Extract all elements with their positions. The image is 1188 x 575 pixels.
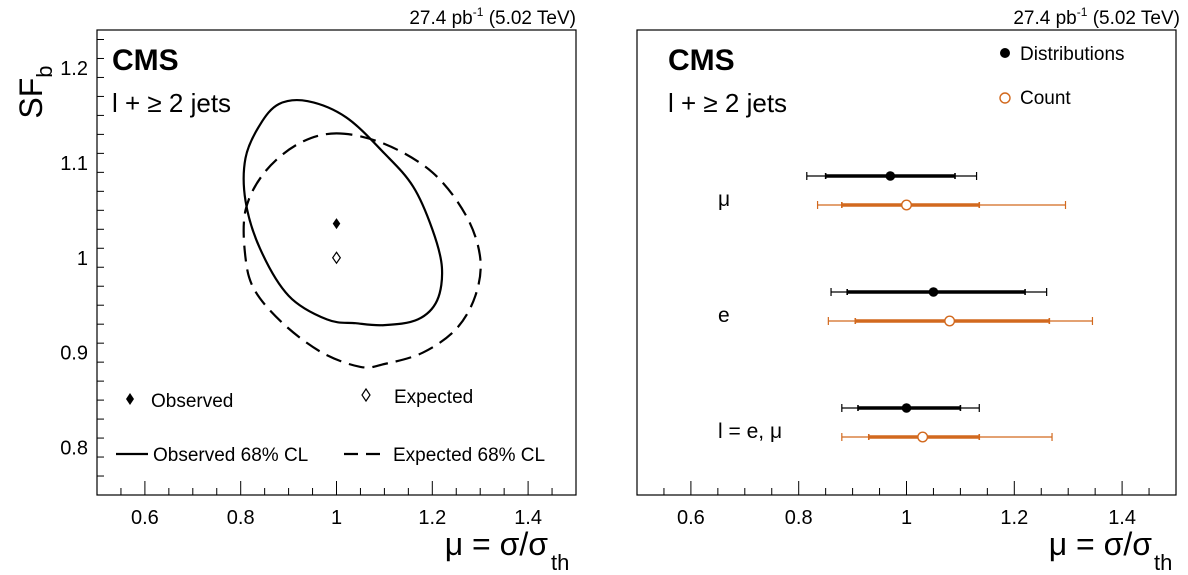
y-tick-label: 1 <box>77 248 88 270</box>
legend-expected-label: Expected <box>394 387 473 408</box>
y-tick-label: 0.9 <box>60 343 88 365</box>
right-error-bars <box>806 171 1094 443</box>
left-points <box>331 218 342 265</box>
left-y-axis-label: SFb <box>13 65 57 118</box>
distributions-point <box>901 403 912 413</box>
legend-observed-cl-label: Observed 68% CL <box>153 445 308 466</box>
x-tick-label: 0.6 <box>677 507 705 529</box>
right-x-axis-ticks: 0.6 0.8 1 1.2 1.4 <box>636 481 1177 529</box>
right-x-axis-label-sub: th <box>1154 550 1172 575</box>
legend-distributions-marker <box>1000 48 1010 58</box>
left-x-axis-ticks: 0.6 0.8 1 1.2 1.4 <box>96 481 577 529</box>
right-lumi-label: 27.4 pb-1 (5.02 TeV) <box>1013 5 1180 29</box>
category-label: e <box>718 304 730 327</box>
left-cms-label: CMS <box>112 44 179 77</box>
x-tick-label: 0.8 <box>785 507 813 529</box>
category-label: μ <box>718 188 730 211</box>
legend-observed-marker <box>126 393 134 405</box>
legend-expected-marker <box>361 387 371 403</box>
left-contours <box>242 98 482 369</box>
left-legend: Observed Expected Observed 68% CL Expect… <box>116 387 545 466</box>
x-tick-label: 1.2 <box>418 507 446 529</box>
count-point <box>944 315 956 327</box>
left-y-axis-ticks: 0.8 0.9 1 1.1 1.2 <box>60 38 104 496</box>
y-tick-label: 1.2 <box>60 58 88 80</box>
right-panel: 0.6 0.8 1 1.2 1.4 μ e l = e, μ 27.4 pb-1 (5.02… <box>636 5 1180 575</box>
y-tick-label: 1.1 <box>60 153 88 175</box>
right-x-axis-label: μ = σ/σ <box>1049 526 1153 562</box>
distributions-point <box>885 171 896 181</box>
count-point <box>917 431 929 443</box>
legend-observed-label: Observed <box>151 391 233 412</box>
left-lumi-label: 27.4 pb-1 (5.02 TeV) <box>409 5 576 29</box>
left-x-axis-label: μ = σ/σ <box>445 526 549 562</box>
x-tick-label: 1 <box>901 507 912 529</box>
right-legend: Distributions Count <box>999 44 1125 109</box>
expected-point <box>331 251 342 265</box>
right-channel-label: l + ≥ 2 jets <box>668 88 787 118</box>
x-tick-label: 0.6 <box>131 507 159 529</box>
x-tick-label: 0.8 <box>227 507 255 529</box>
legend-expected-cl-label: Expected 68% CL <box>393 445 545 466</box>
x-tick-label: 1.2 <box>1000 507 1028 529</box>
x-tick-label: 1.4 <box>514 507 542 529</box>
count-point <box>901 199 913 211</box>
y-tick-label: 0.8 <box>60 438 88 460</box>
legend-count-marker <box>999 92 1011 104</box>
x-tick-label: 1 <box>331 507 342 529</box>
legend-distributions-label: Distributions <box>1020 44 1125 65</box>
observed-68cl-contour <box>242 98 444 327</box>
expected-68cl-contour <box>242 132 482 369</box>
x-tick-label: 1.4 <box>1108 507 1136 529</box>
right-cms-label: CMS <box>668 44 735 77</box>
legend-count-label: Count <box>1020 88 1071 109</box>
left-x-axis-label-sub: th <box>551 550 569 575</box>
left-channel-label: l + ≥ 2 jets <box>112 88 231 118</box>
right-category-labels: μ e l = e, μ <box>718 188 782 443</box>
left-panel: 0.6 0.8 1 1.2 1.4 0.8 0.9 1 1.1 1.2 27.4 pb-1 (5… <box>13 5 577 575</box>
distributions-point <box>928 287 939 297</box>
category-label: l = e, μ <box>718 420 782 443</box>
observed-point <box>332 218 341 230</box>
